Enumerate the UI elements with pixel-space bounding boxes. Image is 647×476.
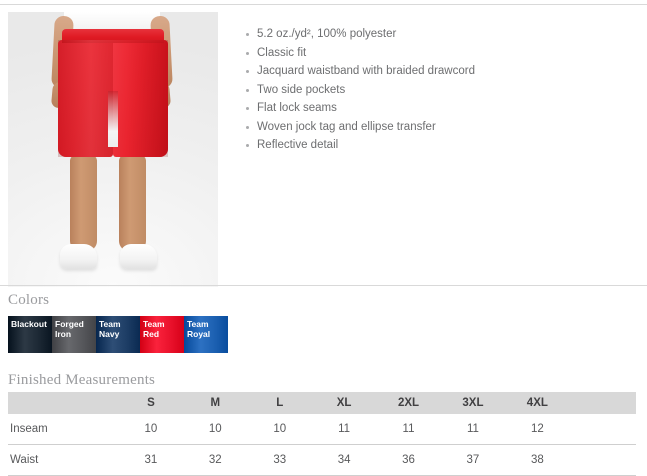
color-swatch-label: Team Red (143, 319, 165, 339)
color-swatch-label: Team Navy (99, 319, 121, 339)
cell-waist-s: 31 (118, 444, 184, 476)
column-header-4xl: 4XL (505, 392, 570, 414)
cell-inseam-4xl: 12 (505, 414, 570, 445)
cell-inseam-2xl: 11 (376, 414, 441, 445)
shirt-hem (64, 12, 160, 34)
cell-waist-m: 32 (183, 444, 248, 476)
column-header-l: L (247, 392, 312, 414)
shorts-leg-right (113, 40, 168, 157)
measurements-table: S M L XL 2XL 3XL 4XL Inseam 10 10 10 11 … (8, 392, 636, 476)
color-swatch-label: Forged Iron (55, 319, 84, 339)
product-overview: 5.2 oz./yd², 100% polyester Classic fit … (0, 10, 647, 287)
cell-waist-tail (569, 444, 636, 476)
table-row: Inseam 10 10 10 11 11 11 12 (8, 414, 636, 445)
colors-heading: Colors (8, 292, 50, 308)
feature-list: 5.2 oz./yd², 100% polyester Classic fit … (246, 28, 636, 158)
shoe-right (120, 244, 157, 269)
column-header-m: M (183, 392, 248, 414)
measurements-table-wrap: S M L XL 2XL 3XL 4XL Inseam 10 10 10 11 … (8, 392, 636, 476)
leg-left (70, 155, 97, 251)
shorts-waistband (62, 29, 164, 43)
table-header-row: S M L XL 2XL 3XL 4XL (8, 392, 636, 414)
shorts-shading (58, 40, 168, 157)
cell-waist-l: 33 (247, 444, 312, 476)
column-header-tail (569, 392, 636, 414)
top-divider (0, 4, 647, 5)
row-label-inseam: Inseam (8, 414, 119, 445)
color-swatch-label: Blackout (11, 319, 47, 329)
red-shorts (58, 29, 168, 157)
list-item: Woven jock tag and ellipse transfer (246, 121, 636, 134)
color-swatch-blackout[interactable]: Blackout (8, 316, 52, 353)
list-item: 5.2 oz./yd², 100% polyester (246, 28, 636, 41)
cell-waist-3xl: 37 (440, 444, 506, 476)
measurements-heading: Finished Measurements (8, 372, 156, 388)
column-header-blank (8, 392, 119, 414)
color-swatch-list: Blackout Forged Iron Team Navy Team Red … (8, 316, 228, 353)
cell-inseam-tail (569, 414, 636, 445)
color-swatch-team-red[interactable]: Team Red (140, 316, 184, 353)
cell-waist-xl: 34 (311, 444, 377, 476)
cell-inseam-3xl: 11 (440, 414, 506, 445)
color-swatch-forged-iron[interactable]: Forged Iron (52, 316, 96, 353)
photo-background (8, 12, 218, 287)
cell-inseam-l: 10 (247, 414, 312, 445)
list-item: Flat lock seams (246, 102, 636, 115)
column-header-xl: XL (311, 392, 377, 414)
cell-waist-2xl: 36 (376, 444, 441, 476)
row-label-waist: Waist (8, 444, 119, 476)
cell-waist-4xl: 38 (505, 444, 570, 476)
leg-right (119, 155, 146, 251)
color-swatch-team-navy[interactable]: Team Navy (96, 316, 140, 353)
column-header-2xl: 2XL (376, 392, 441, 414)
list-item: Reflective detail (246, 139, 636, 152)
cell-inseam-s: 10 (118, 414, 184, 445)
color-swatch-label: Team Royal (187, 319, 211, 339)
shorts-leg-left (58, 40, 113, 157)
list-item: Jacquard waistband with braided drawcord (246, 65, 636, 78)
color-swatch-team-royal[interactable]: Team Royal (184, 316, 228, 353)
cell-inseam-xl: 11 (311, 414, 377, 445)
list-item: Classic fit (246, 47, 636, 60)
column-header-3xl: 3XL (440, 392, 506, 414)
shoe-left (60, 244, 97, 269)
column-header-s: S (118, 392, 184, 414)
shorts-inseam-gap (108, 91, 118, 147)
cell-inseam-m: 10 (183, 414, 248, 445)
table-row: Waist 31 32 33 34 36 37 38 (8, 444, 636, 476)
list-item: Two side pockets (246, 84, 636, 97)
colors-divider (0, 285, 647, 286)
product-image[interactable] (8, 12, 218, 287)
